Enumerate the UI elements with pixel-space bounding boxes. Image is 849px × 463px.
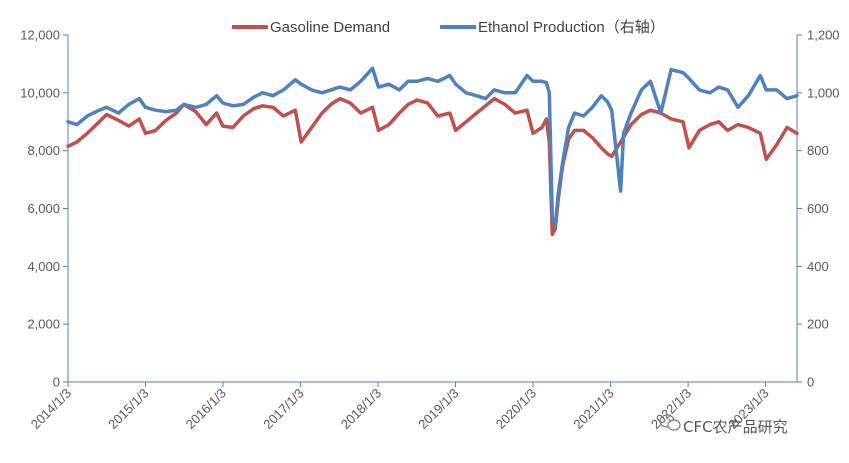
x-tick-label: 2018/1/3 xyxy=(338,386,384,432)
x-tick-label: 2014/1/3 xyxy=(28,386,74,432)
right-y-tick-label: 0 xyxy=(807,375,814,390)
x-tick-label: 2019/1/3 xyxy=(415,386,461,432)
right-y-tick-label: 800 xyxy=(807,143,829,158)
right-y-tick-label: 200 xyxy=(807,317,829,332)
legend-label: Gasoline Demand xyxy=(270,19,390,36)
left-y-tick-label: 2,000 xyxy=(27,317,60,332)
left-y-tick-label: 8,000 xyxy=(27,143,60,158)
watermark-text: CFC农产品研究 xyxy=(683,418,788,436)
wechat-icon xyxy=(659,414,681,431)
x-tick-label: 2020/1/3 xyxy=(493,386,539,432)
left-y-tick-label: 6,000 xyxy=(27,201,60,216)
watermark: CFC农产品研究 xyxy=(659,414,788,436)
legend-label: Ethanol Production（右轴） xyxy=(478,19,665,36)
series-line-gasoline-demand xyxy=(66,96,799,237)
left-y-tick-label: 0 xyxy=(53,375,60,390)
left-y-tick-label: 4,000 xyxy=(27,259,60,274)
left-y-tick-label: 10,000 xyxy=(20,85,60,100)
x-tick-label: 2017/1/3 xyxy=(260,386,306,432)
right-y-tick-label: 400 xyxy=(807,259,829,274)
right-y-tick-label: 600 xyxy=(807,201,829,216)
legend: Gasoline Demand Ethanol Production（右轴） xyxy=(232,19,665,36)
x-tick-label: 2016/1/3 xyxy=(183,386,229,432)
left-y-tick-label: 12,000 xyxy=(20,28,60,43)
x-tick-label: 2015/1/3 xyxy=(105,386,151,432)
series-line-ethanol-production xyxy=(66,66,799,228)
x-tick-label: 2021/1/3 xyxy=(570,386,616,432)
right-y-tick-label: 1,000 xyxy=(807,85,840,100)
series-lines xyxy=(66,66,799,237)
right-y-tick-label: 1,200 xyxy=(807,28,840,43)
